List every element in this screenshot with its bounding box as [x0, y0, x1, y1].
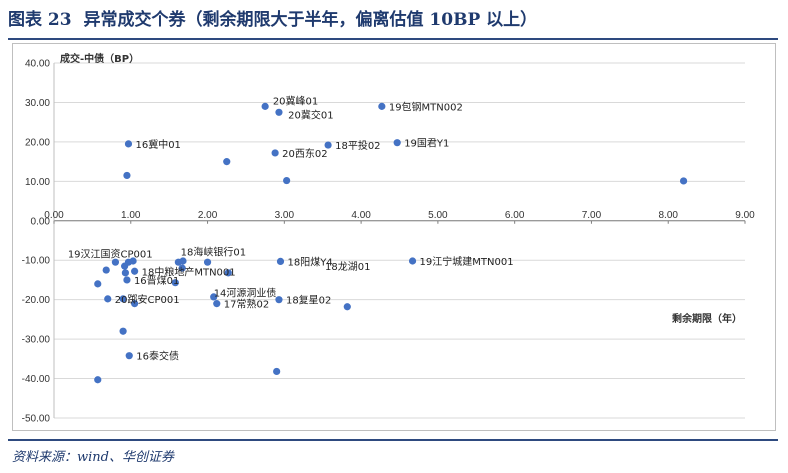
figure-title: 图表 23 异常成交个券（剩余期限大于半年，偏离估值 10BP 以上） — [8, 6, 780, 34]
data-point-label: 18平投02 — [335, 139, 380, 152]
plot-frame — [12, 43, 776, 431]
data-point — [94, 280, 102, 288]
figure-number: 图表 23 — [8, 10, 72, 30]
y-tick-label: 20.00 — [25, 137, 50, 148]
data-point-label: 20西东02 — [282, 147, 327, 160]
data-point-label: 18中粮地产MTN001 — [142, 265, 236, 278]
x-tick-label: 0.00 — [44, 210, 64, 221]
title-rule — [8, 38, 778, 40]
data-point — [273, 367, 281, 376]
data-point — [271, 149, 279, 157]
axes: 40.00 30.00 20.00 10.00 0.00 -10.00 -20.00 -30.… — [22, 59, 756, 425]
y-tick-label: -20.00 — [22, 295, 51, 306]
data-point — [408, 257, 417, 265]
y-tick-label: 30.00 — [25, 98, 50, 109]
annotation-label: 19汉江国资CP001 — [68, 249, 153, 261]
data-point — [378, 102, 386, 110]
x-tick-label: 6.00 — [505, 210, 525, 221]
x-tick-label: 8.00 — [658, 210, 678, 221]
data-point — [224, 269, 232, 277]
data-point-label: 16晋煤01 — [134, 274, 179, 287]
x-tick-label: 5.00 — [428, 210, 448, 221]
data-point — [261, 102, 269, 110]
data-point — [131, 300, 139, 308]
scatter-chart: 40.00 30.00 20.00 10.00 0.00 -10.00 -20.00 -30.… — [22, 52, 756, 425]
y-tick-label: 40.00 — [25, 59, 50, 70]
data-point — [343, 303, 351, 311]
data-point-label: 20踯安CP001 — [115, 293, 180, 306]
data-point — [125, 352, 133, 360]
annotation-label: 20冀峰01 — [273, 94, 318, 107]
data-point-label: 16冀中01 — [135, 138, 180, 151]
data-point-label: 19江宁城建MTN001 — [420, 255, 514, 268]
x-tick-label: 7.00 — [582, 210, 602, 221]
data-point — [283, 176, 291, 185]
y-tick-label: -40.00 — [22, 374, 51, 385]
data-point — [121, 269, 130, 277]
data-point — [179, 257, 187, 265]
data-point — [119, 295, 127, 303]
y-tick-label: -10.00 — [22, 256, 51, 267]
data-point-label: 19国君Y1 — [404, 138, 449, 150]
data-point — [121, 262, 129, 270]
data-point-label: 18复星02 — [286, 294, 331, 307]
x-tick-label: 9.00 — [735, 210, 755, 221]
x-tick-label: 4.00 — [351, 210, 371, 221]
data-point-label: 16泰交债 — [136, 350, 179, 363]
data-point — [131, 267, 139, 275]
data-point — [210, 293, 218, 301]
x-tick-label: 1.00 — [121, 210, 141, 221]
x-axis-title: 剩余期限（年） — [672, 312, 742, 325]
data-point — [123, 171, 131, 180]
y-tick-label: -50.00 — [22, 414, 51, 425]
data-point — [275, 108, 283, 116]
figure-title-text: 异常成交个券（剩余期限大于半年，偏离估值 10BP 以上） — [83, 10, 538, 30]
data-point-label: 18阳煤Y4 — [287, 255, 332, 268]
x-tick-label: 3.00 — [275, 210, 295, 221]
data-point — [679, 177, 688, 185]
source-note: 资料来源：wind、华创证券 — [12, 450, 174, 465]
data-point — [123, 276, 131, 284]
annotation-label: 20冀交01 — [288, 108, 333, 121]
y-tick-label: 0.00 — [31, 216, 51, 227]
data-point — [111, 258, 120, 266]
data-point — [203, 258, 212, 266]
data-point — [94, 376, 102, 384]
data-point — [124, 140, 133, 148]
point-labels: 19包钢MTN002 16冀中01 18平投02 19国君Y1 20西东02 18中粮地产… — [68, 94, 514, 362]
y-axis-title: 成交-中债（BP） — [60, 52, 139, 65]
data-point — [276, 257, 285, 266]
data-point — [223, 158, 231, 166]
x-tick-label: 2.00 — [198, 210, 218, 221]
data-point-label: 17常熟02 — [224, 298, 269, 311]
annotation-label: 18龙湖01 — [325, 260, 370, 273]
y-tick-label: -30.00 — [22, 335, 51, 346]
data-point — [213, 300, 221, 308]
annotation-label: 14河源洞业债 — [214, 287, 277, 300]
annotation-label: 18海峡银行01 — [181, 246, 246, 259]
grid-lines — [54, 62, 745, 419]
data-point — [178, 264, 186, 272]
y-tick-label: 10.00 — [25, 177, 50, 188]
data-point — [119, 327, 127, 335]
data-point — [393, 139, 401, 147]
data-point — [171, 279, 179, 287]
data-points — [94, 102, 688, 384]
data-point-label: 19包钢MTN002 — [389, 100, 463, 113]
data-point — [102, 266, 110, 274]
data-point — [275, 296, 283, 304]
data-point — [129, 257, 137, 265]
footer-rule — [8, 439, 778, 441]
data-point — [324, 141, 332, 149]
data-point — [104, 295, 112, 303]
